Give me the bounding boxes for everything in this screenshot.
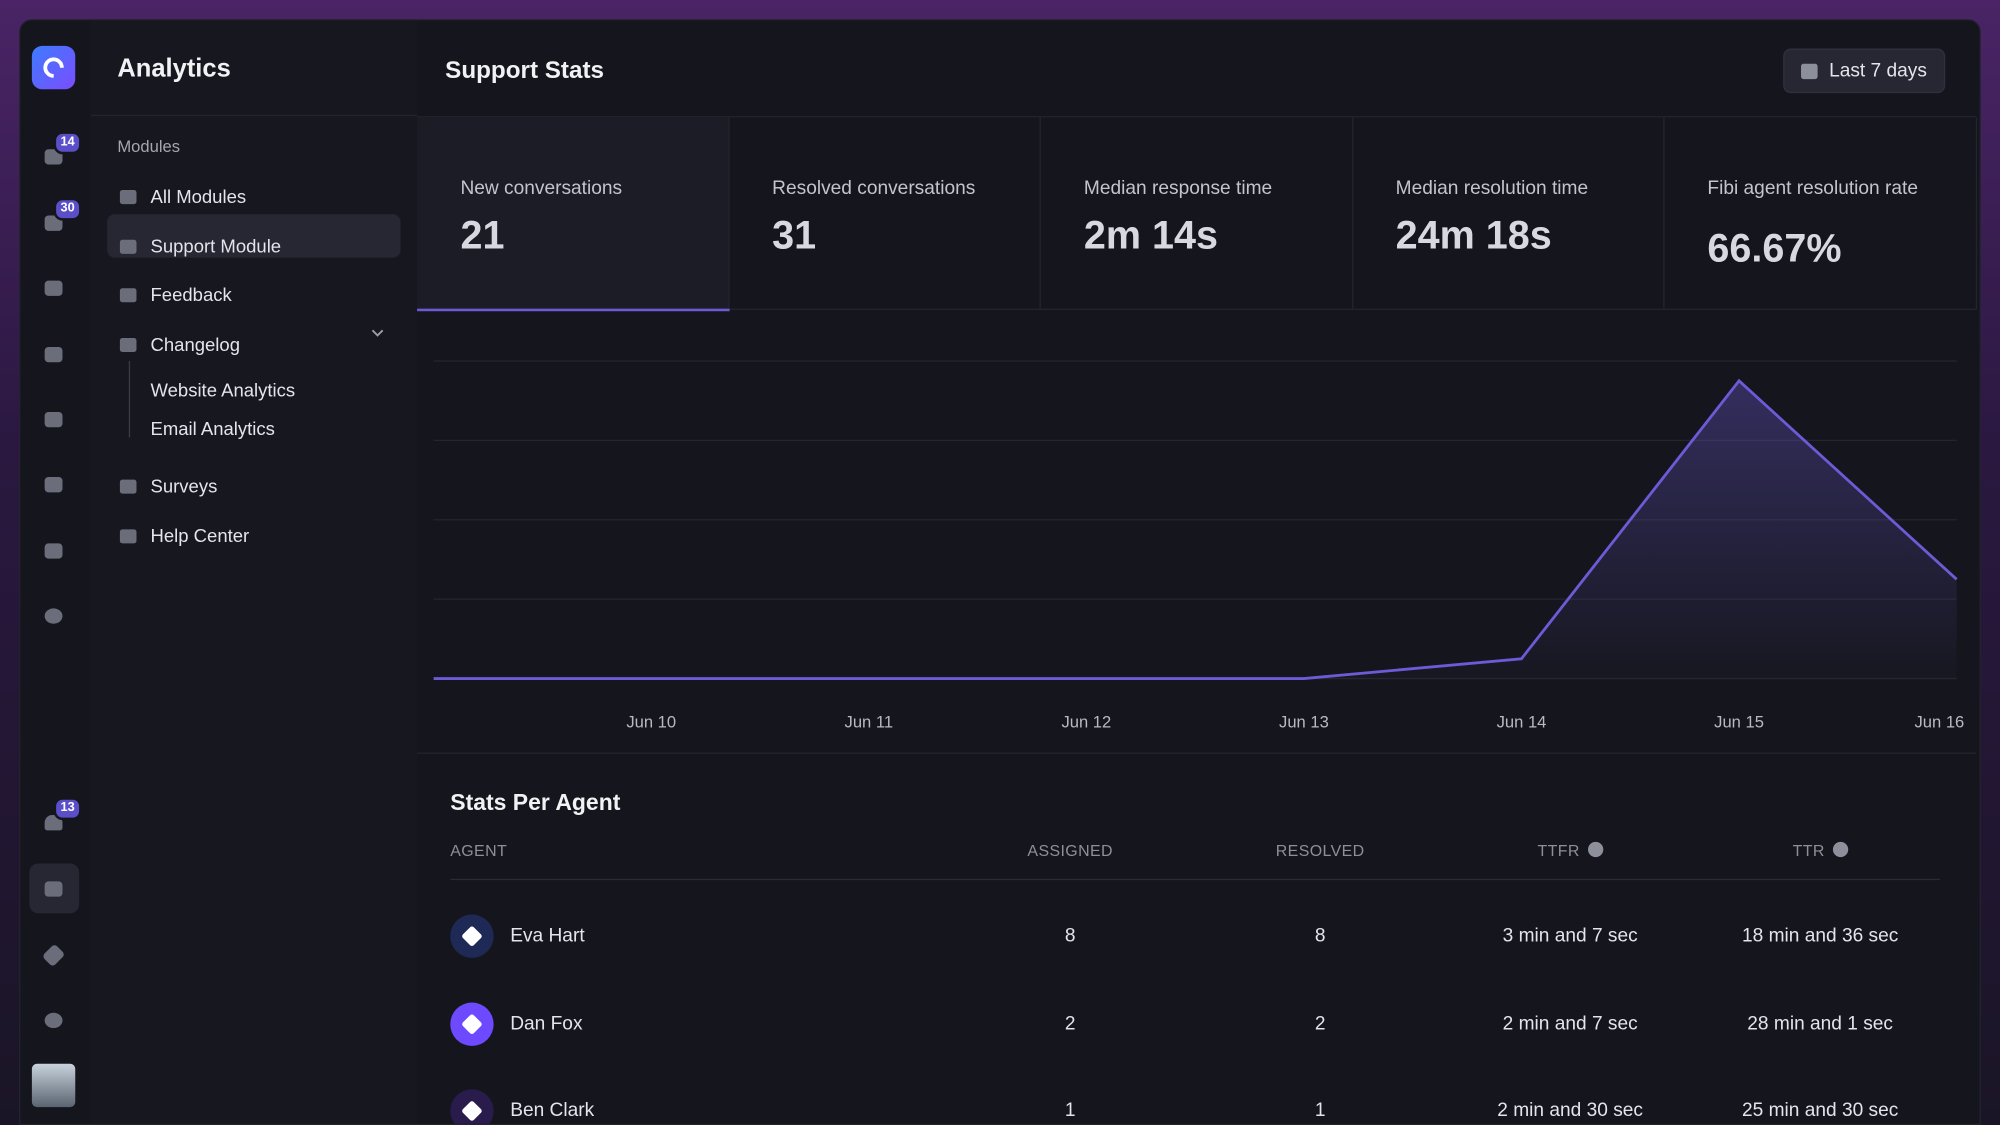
info-icon[interactable] [1832, 841, 1848, 858]
icon-rail: 14 30 13 [20, 20, 92, 1124]
table-cell: 2 min and 30 sec [1497, 1099, 1644, 1122]
kpi-value: 2m 14s [1083, 213, 1219, 258]
kpi-value: 66.67% [1707, 225, 1842, 271]
x-tick-label: Jun 16 [1915, 713, 1965, 732]
agent-avatar [450, 1001, 494, 1046]
x-tick-label: Jun 14 [1497, 713, 1547, 732]
table-cell: 28 min and 1 sec [1747, 1012, 1894, 1034]
app-window: 14 30 13 Analytics Modules All Modules Su… [19, 19, 1981, 1125]
divider [417, 116, 1976, 118]
agent-name: Eva Hart [510, 924, 585, 947]
table-cell: 8 [1314, 924, 1326, 947]
kpi-label: Median resolution time [1395, 177, 1589, 199]
kpi-card[interactable]: Fibi agent resolution rate 66.67% [1664, 117, 1977, 310]
nav-icon [119, 479, 137, 494]
divider [450, 878, 1941, 881]
nav-item[interactable]: Feedback [150, 285, 232, 307]
nav-icon [119, 338, 137, 353]
table-cell: 8 [1064, 924, 1076, 947]
divider [417, 752, 1976, 754]
app-logo[interactable] [31, 45, 76, 90]
line [433, 378, 1958, 680]
divider [417, 308, 1976, 310]
x-tick-label: Jun 13 [1279, 713, 1329, 732]
active-tab-indicator [417, 308, 730, 312]
agent-avatar [450, 914, 494, 958]
globe-icon[interactable] [44, 608, 63, 624]
agent-name: Dan Fox [510, 1012, 583, 1034]
roadmap-icon[interactable] [44, 280, 63, 296]
column-header[interactable]: ASSIGNED [1027, 841, 1113, 860]
help-icon[interactable] [44, 477, 63, 493]
nav-item[interactable]: All Modules [150, 187, 247, 208]
kpi-label: Fibi agent resolution rate [1707, 177, 1918, 199]
x-tick-label: Jun 12 [1061, 713, 1111, 732]
agent-avatar [450, 1089, 494, 1124]
date-range-button[interactable]: Last 7 days [1783, 48, 1946, 94]
kpi-value: 24m 18s [1395, 213, 1552, 258]
nav-item[interactable]: Help Center [150, 526, 250, 548]
users-icon[interactable] [44, 543, 63, 559]
kpi-card[interactable]: Median response time 2m 14s [1041, 117, 1354, 310]
kpi-card[interactable]: Median resolution time 24m 18s [1352, 117, 1665, 310]
section-label: Modules [117, 136, 181, 156]
table-title: Stats Per Agent [450, 789, 621, 816]
table-cell: 3 min and 7 sec [1502, 924, 1638, 947]
rocket-icon[interactable] [41, 943, 66, 968]
badge: 13 [53, 797, 82, 821]
nav-icon [119, 288, 137, 303]
table-cell: 2 [1064, 1012, 1076, 1034]
column-header[interactable]: RESOLVED [1275, 841, 1365, 860]
kpi-value: 31 [772, 213, 817, 258]
chevron[interactable] [371, 328, 384, 338]
table-cell: 2 [1314, 1012, 1326, 1034]
user-avatar[interactable] [31, 1063, 76, 1108]
nav-icon [119, 190, 137, 205]
nav-item[interactable]: Changelog [150, 335, 240, 356]
column-header[interactable]: TTR [1693, 841, 1948, 860]
active-item-bg [107, 214, 401, 258]
nav-item[interactable]: Surveys [150, 477, 218, 498]
kpi-card[interactable]: New conversations 21 [417, 117, 730, 310]
agent-name: Ben Clark [510, 1099, 595, 1122]
nav-icon [119, 529, 137, 544]
nav-item[interactable]: Support Module [150, 237, 282, 258]
main-panel: Support Stats Last 7 days New conversati… [417, 20, 1977, 1124]
area [433, 380, 1957, 679]
changelog-icon[interactable] [44, 346, 63, 363]
kpi-label: Resolved conversations [772, 177, 976, 199]
kpi-label: New conversations [460, 177, 623, 199]
table-cell: 18 min and 36 sec [1741, 924, 1899, 947]
table-cell: 1 [1064, 1099, 1076, 1122]
x-tick-label: Jun 10 [626, 713, 676, 732]
button-label: Last 7 days [1829, 59, 1927, 82]
nav-icon [119, 239, 137, 254]
table-cell: 2 min and 7 sec [1502, 1012, 1638, 1034]
table-cell: 1 [1314, 1099, 1326, 1122]
column-header[interactable]: TTFR [1443, 841, 1698, 860]
table-cell: 25 min and 30 sec [1741, 1099, 1899, 1122]
column-header: AGENT [450, 841, 508, 860]
nav-item[interactable]: Email Analytics [150, 419, 275, 441]
badge: 14 [53, 131, 82, 155]
page-title: Support Stats [445, 57, 605, 85]
sidebar: Analytics Modules All Modules Support Mod… [90, 20, 419, 1124]
surveys-icon[interactable] [44, 411, 63, 428]
kpi-label: Median response time [1083, 177, 1273, 199]
x-tick-label: Jun 15 [1714, 713, 1764, 732]
kpi-value: 21 [460, 213, 505, 258]
analytics-icon-active[interactable] [29, 863, 80, 914]
kpi-card[interactable]: Resolved conversations 31 [729, 117, 1042, 310]
line-chart: Jun 10 Jun 11 Jun 12 Jun 13 Jun 14 Jun 15 Jun … [433, 360, 1965, 732]
tree-line [128, 360, 131, 438]
sidebar-title: Analytics [117, 54, 231, 83]
badge: 30 [53, 197, 82, 221]
x-tick-label: Jun 11 [845, 713, 894, 732]
divider [90, 114, 418, 117]
nav-item[interactable]: Website Analytics [150, 381, 296, 402]
settings-icon[interactable] [44, 1012, 63, 1029]
info-icon[interactable] [1587, 841, 1603, 858]
